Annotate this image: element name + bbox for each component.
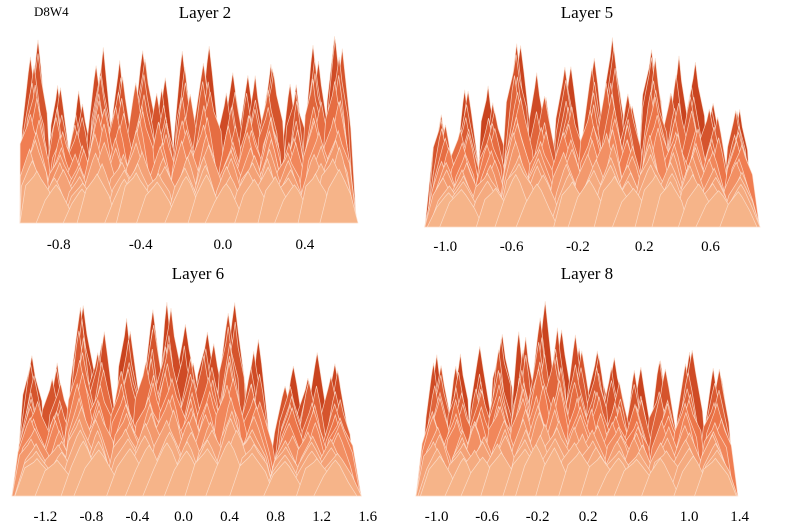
x-tick-label: -0.8 [47,237,71,253]
x-tick-label: 0.0 [213,237,232,253]
panel-3: Layer 6 -1.2 -0.8 -0.4 0.0 0.4 0.8 1.2 1.6 [11,264,378,525]
x-tick-label: 1.4 [730,509,749,525]
panel-title: Layer 2 [179,3,231,22]
panel-2: Layer 5 -1.0 -0.6 -0.2 0.2 0.6 [424,3,761,255]
x-tick-label: 0.4 [296,237,315,253]
panel-4: Layer 8 -1.0 -0.6 -0.2 0.2 0.6 1.0 1.4 [415,264,750,525]
panel-title: Layer 5 [561,3,613,22]
x-tick-label: 1.2 [312,509,331,525]
x-tick-label: 0.2 [635,239,654,255]
x-tick-label: -0.6 [500,239,524,255]
ridge-peak [694,457,737,497]
x-tick-label: 0.6 [629,509,648,525]
panel-title: Layer 8 [561,264,613,283]
x-tick-label: 0.8 [266,509,285,525]
panel-title: Layer 6 [172,264,224,283]
x-tick-label: -1.2 [33,509,57,525]
x-tick-label: 1.6 [358,509,377,525]
ridge-peak [313,459,358,497]
x-tick-label: 1.0 [680,509,699,525]
x-tick-label: 0.0 [174,509,193,525]
x-tick-label: -0.2 [526,509,550,525]
ridge-peak [719,191,758,228]
panel-1: Layer 2 -0.8 -0.4 0.0 0.4 [19,3,359,253]
x-tick-label: -0.4 [126,509,150,525]
x-tick-label: -1.0 [433,239,457,255]
x-tick-label: 0.6 [701,239,720,255]
x-tick-label: -0.6 [475,509,499,525]
x-tick-label: -1.0 [425,509,449,525]
x-tick-label: 0.4 [220,509,239,525]
ridge-layer [14,440,358,497]
x-tick-label: -0.8 [80,509,104,525]
x-tick-label: -0.2 [566,239,590,255]
ridge-layer [426,173,758,228]
x-tick-label: -0.4 [129,237,153,253]
ridge-peak [319,168,359,224]
x-tick-label: 0.2 [579,509,598,525]
figure-label: D8W4 [34,4,69,19]
ridge-layer [19,168,359,224]
ridge-layer [419,443,737,497]
